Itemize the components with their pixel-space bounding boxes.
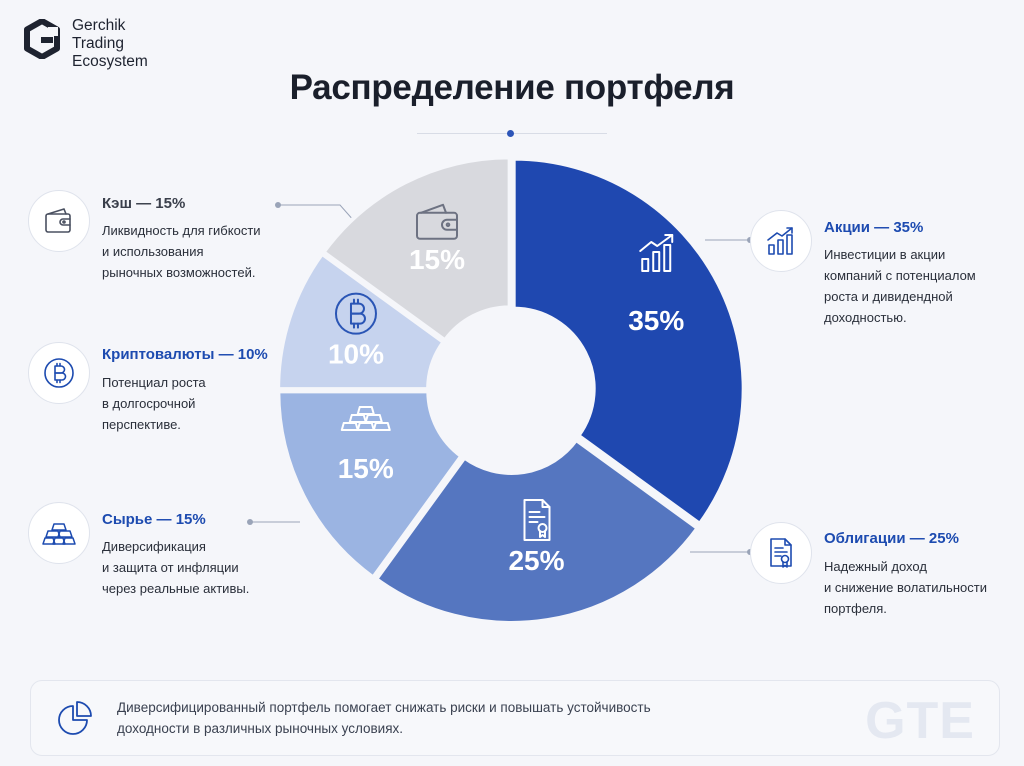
callout-line: перспективе. <box>102 417 181 432</box>
brand-line-2: Trading <box>72 35 124 52</box>
title-divider-dot <box>507 130 514 137</box>
slice-icons <box>334 203 674 541</box>
slice-crypto <box>276 251 447 392</box>
callout-desc-stocks: Инвестиции в акции компаний с потенциало… <box>824 244 976 328</box>
footer-line: доходности в различных рыночных условиях… <box>117 721 404 736</box>
callout-icon-cash <box>28 190 90 252</box>
connector-dot-commodities <box>247 519 253 525</box>
slice-certificate-icon <box>523 498 551 541</box>
connector-dot-cash <box>275 202 281 208</box>
callout-title-crypto: Криптовалюты — 10% <box>102 346 268 363</box>
slice-commodities <box>276 389 465 581</box>
callout-line: портфеля. <box>824 601 887 616</box>
chart-up-icon <box>767 227 793 255</box>
callout-desc-crypto: Потенциал роста в долгосрочной перспекти… <box>102 372 206 435</box>
callout-line: Потенциал роста <box>102 375 206 390</box>
callout-desc-commodities: Диверсификация и защита от инфляции чере… <box>102 536 249 599</box>
slice-stocks <box>511 156 746 527</box>
slice-cash <box>320 155 512 344</box>
footer-note: Диверсифицированный портфель помогает сн… <box>30 680 1000 756</box>
wallet-icon <box>45 208 71 233</box>
donut-slices <box>276 155 746 625</box>
callout-line: Инвестиции в акции <box>824 247 946 262</box>
callout-line: через реальные активы. <box>102 581 250 596</box>
callout-line: доходностью. <box>824 310 907 325</box>
slice-label-stocks: 35% <box>628 305 684 336</box>
connector-cash <box>278 204 356 223</box>
gold-bars-icon <box>42 523 76 545</box>
bitcoin-icon <box>44 358 74 388</box>
callout-line: и использования <box>102 244 204 259</box>
slice-labels: 35% 25% 15% 10% 15% <box>328 244 684 576</box>
callout-icon-bonds <box>750 522 812 584</box>
callout-line: в долгосрочной <box>102 396 196 411</box>
callout-icon-commodities <box>28 502 90 564</box>
slice-chart-up-icon <box>639 233 674 272</box>
callout-icon-stocks <box>750 210 812 272</box>
slice-label-bonds: 25% <box>508 545 564 576</box>
callout-title-commodities: Сырье — 15% <box>102 511 206 528</box>
callout-line: роста и дивидендной <box>824 289 953 304</box>
brand-name: Gerchik Trading Ecosystem <box>72 17 148 71</box>
footer-line: Диверсифицированный портфель помогает сн… <box>117 700 651 715</box>
callout-line: и снижение волатильности <box>824 580 987 595</box>
callout-line: и защита от инфляции <box>102 560 239 575</box>
gerchik-logo-icon <box>24 19 60 59</box>
page-title: Распределение портфеля <box>289 68 735 107</box>
callout-title-cash: Кэш — 15% <box>102 195 186 212</box>
slice-bitcoin-icon <box>334 292 377 335</box>
watermark-logo: GTE <box>865 692 975 750</box>
callout-desc-cash: Ликвидность для гибкости и использования… <box>102 220 261 283</box>
slice-label-cash: 15% <box>409 244 465 275</box>
callout-icon-crypto <box>28 342 90 404</box>
callout-desc-bonds: Надежный доход и снижение волатильности … <box>824 556 987 619</box>
brand-logo: Gerchik Trading Ecosystem <box>24 17 148 71</box>
footer-text: Диверсифицированный портфель помогает сн… <box>117 697 651 739</box>
callout-line: рыночных возможностей. <box>102 265 256 280</box>
slice-bonds <box>373 437 701 625</box>
callout-line: компаний с потенциалом <box>824 268 976 283</box>
slice-label-commodities: 15% <box>338 453 394 484</box>
callout-line: Ликвидность для гибкости <box>102 223 261 238</box>
brand-line-1: Gerchik <box>72 17 126 34</box>
callout-line: Надежный доход <box>824 559 927 574</box>
pie-chart-icon <box>58 701 92 735</box>
slice-gold-bars-icon <box>340 406 391 432</box>
callout-title-stocks: Акции — 35% <box>824 219 924 236</box>
callout-title-bonds: Облигации — 25% <box>824 530 959 547</box>
callout-line: Диверсификация <box>102 539 206 554</box>
brand-line-3: Ecosystem <box>72 53 148 70</box>
slice-label-crypto: 10% <box>328 339 384 370</box>
slice-wallet-icon <box>415 203 458 240</box>
certificate-icon <box>770 538 792 568</box>
